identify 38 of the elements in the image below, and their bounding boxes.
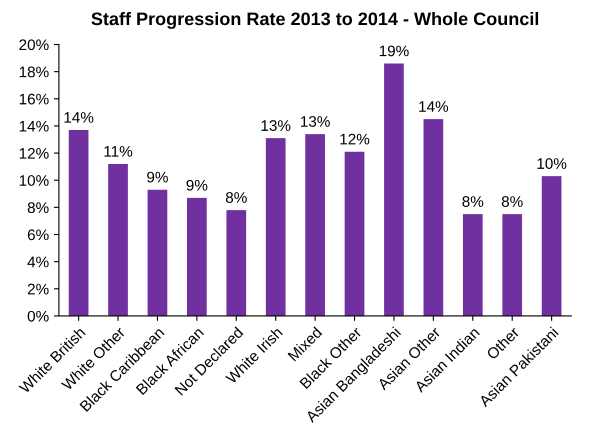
y-tick-label: 4% [27,256,49,268]
y-tick-label: 14% [20,120,49,132]
data-label: 13% [300,116,330,127]
bar [148,190,168,316]
data-label: 14% [419,101,448,112]
bar [68,130,88,316]
data-label: 8% [226,192,247,203]
bar [226,210,246,316]
y-tick-label: 10% [20,175,49,186]
data-label: 19% [380,45,409,56]
data-label: 13% [262,120,290,131]
y-tick-label: 20% [19,39,49,50]
y-tick-label: 0% [28,310,49,322]
bar [187,198,207,316]
data-label: 9% [186,180,208,191]
data-label: 8% [462,196,484,207]
y-tick-label: 6% [28,229,49,240]
bar [266,138,286,316]
data-label: 11% [104,146,132,157]
bar [384,64,404,316]
y-tick-label: 18% [20,66,49,78]
data-label: 9% [147,172,168,183]
bar [424,119,444,316]
y-tick-label: 16% [20,94,49,104]
bar [502,214,522,316]
bar [542,176,562,316]
y-tick-label: 8% [28,202,49,214]
y-tick-label: 12% [20,148,49,159]
data-label: 14% [64,112,94,123]
data-label: 12% [340,134,370,144]
bar [344,152,364,316]
data-label: 8% [502,196,523,207]
y-tick-label: 2% [28,284,49,294]
bar [108,164,128,316]
chart-title: Staff Progression Rate 2013 to 2014 - Whole Council [91,12,538,29]
bar [462,214,483,316]
bar [305,134,325,316]
data-label: 10% [538,158,566,169]
